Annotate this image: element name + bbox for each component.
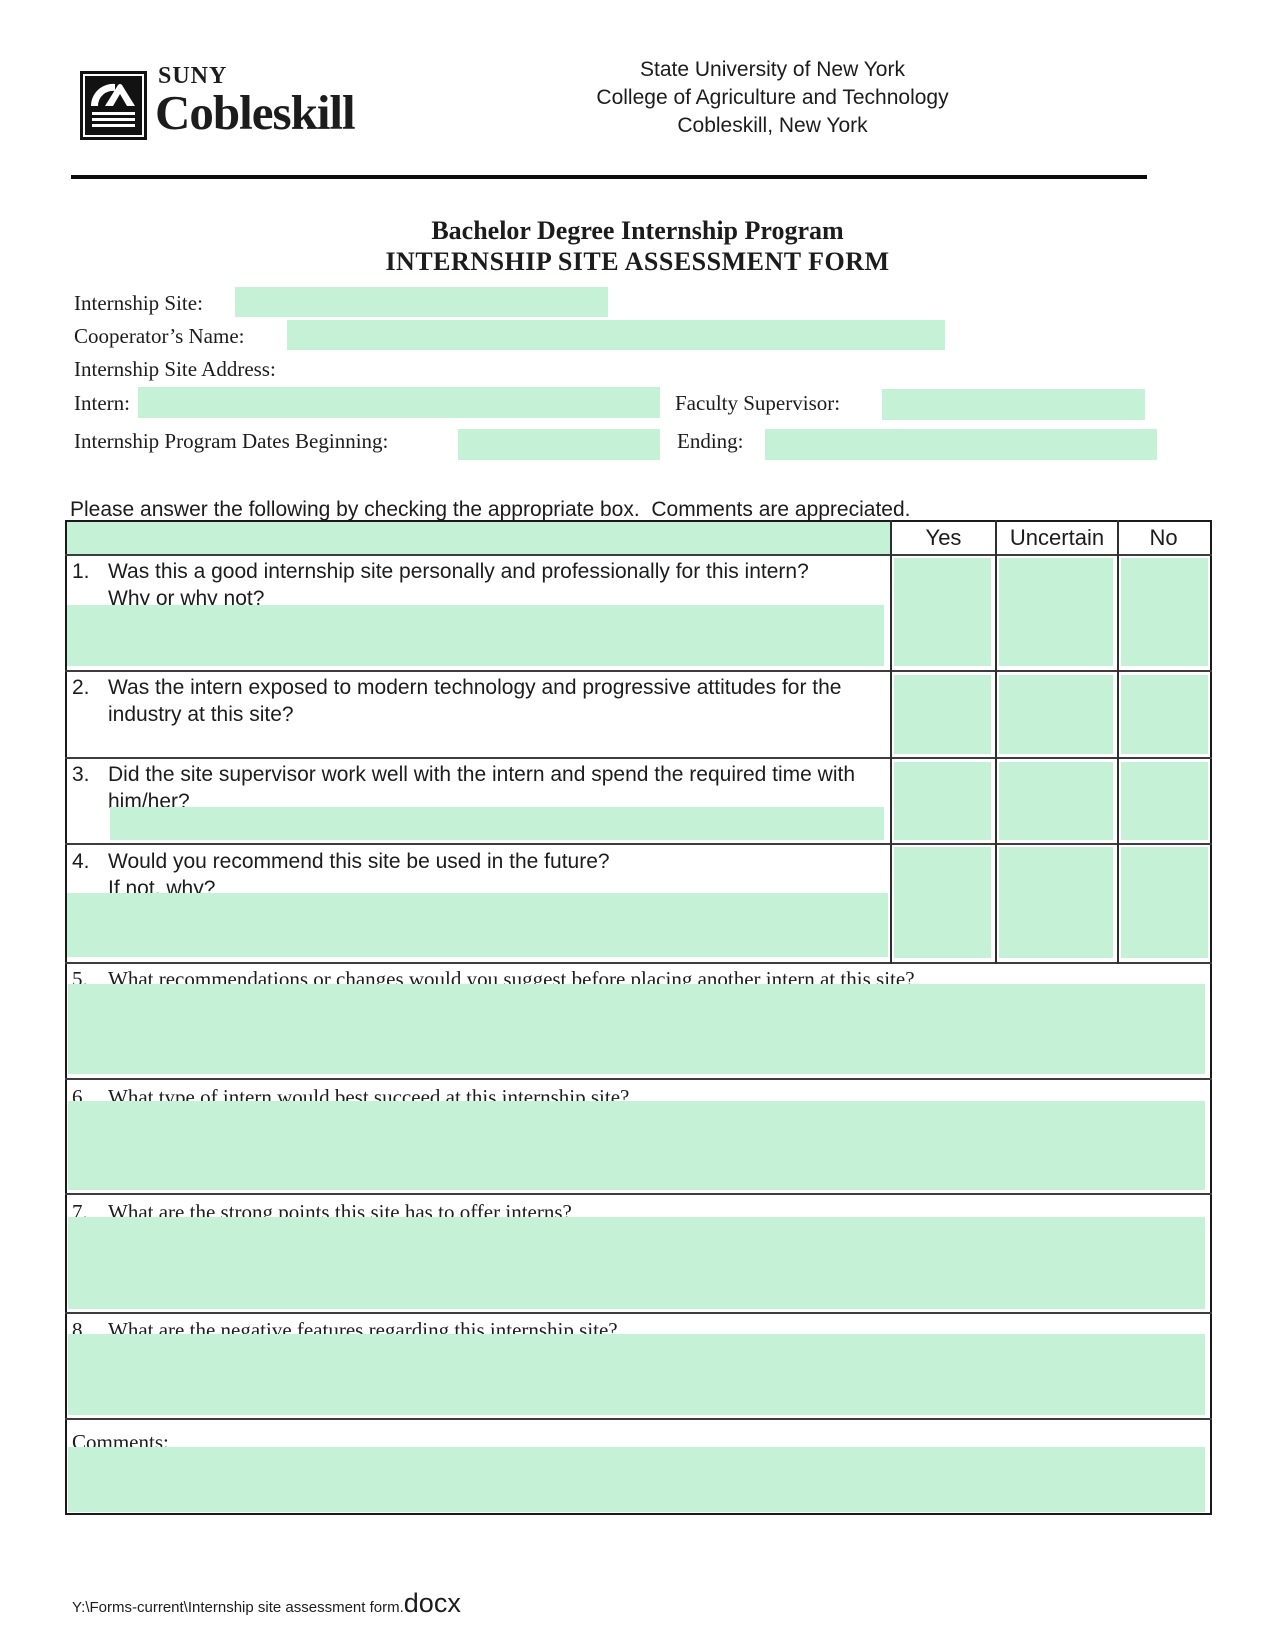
logo-frame [83,74,144,137]
q2-no-cell[interactable] [1121,675,1208,754]
header-divider [71,175,1147,179]
logo-cobleskill-text: Cobleskill [155,85,356,140]
question-1-text: Was this a good internship site personal… [108,560,809,583]
q4-yes-cell[interactable] [894,847,991,958]
table-row-border [65,1312,1212,1314]
table-row-border [65,670,1212,672]
q1-yes-cell[interactable] [894,558,991,666]
intern-field[interactable] [138,387,660,418]
question-1: 1. Was this a good internship site perso… [72,558,872,612]
q4-uncertain-cell[interactable] [999,847,1113,958]
table-column-border [1117,520,1119,964]
date-beginning-field[interactable] [458,429,660,460]
faculty-supervisor-field[interactable] [882,389,1145,420]
arch-icon [90,83,135,106]
column-header-no: No [1149,525,1178,550]
q4-no-cell[interactable] [1121,847,1208,958]
q8-comment-area[interactable] [68,1334,1205,1415]
column-header-uncertain: Uncertain [1009,525,1105,550]
question-1-text2: Why or why not? [108,587,265,610]
table-row-border [65,962,1212,964]
table-row-border [65,1078,1212,1080]
logo-stripe [92,118,135,121]
date-ending-field[interactable] [765,429,1157,460]
comments-area[interactable] [68,1447,1205,1512]
q1-no-cell[interactable] [1121,558,1208,666]
table-row-border [65,843,1212,845]
dates-beginning-label: Internship Program Dates Beginning: [74,429,389,453]
cooperators-name-label: Cooperator’s Name: [74,324,245,348]
q1-comment-area[interactable] [67,605,884,666]
table-row-border [65,1418,1212,1420]
q2-yes-cell[interactable] [894,675,991,754]
table-row-border [65,757,1212,759]
question-2: 2. Was the intern exposed to modern tech… [72,674,862,728]
footer-path-text: Y:\Forms-current\Internship site assessm… [72,1599,404,1616]
q7-comment-area[interactable] [68,1217,1205,1309]
table-row-border [65,554,1212,556]
q1-uncertain-cell[interactable] [999,558,1113,666]
internship-site-field[interactable] [235,287,608,317]
institution-line-3: Cobleskill, New York [677,114,868,137]
footer-extension-text: docx [403,1588,461,1618]
q3-yes-cell[interactable] [894,762,991,840]
internship-site-label: Internship Site: [74,291,203,315]
site-address-label: Internship Site Address: [74,357,276,381]
table-row-border [65,1193,1212,1195]
form-title-line-2: INTERNSHIP SITE ASSESSMENT FORM [385,247,890,276]
institution-line-1: State University of New York [640,58,905,81]
column-header-yes: Yes [925,525,962,550]
question-1-number: 1. [72,560,90,583]
q5-comment-area[interactable] [68,984,1205,1074]
logo-stripe [92,124,135,127]
institution-line-2: College of Agriculture and Technology [596,86,949,109]
faculty-supervisor-label: Faculty Supervisor: [675,391,841,415]
question-4-number: 4. [72,850,90,873]
table-column-border [995,520,997,964]
logo-suny-text: SUNY [158,63,228,89]
question-3-number: 3. [72,763,90,786]
q2-uncertain-cell[interactable] [999,675,1113,754]
q3-comment-area[interactable] [110,807,884,840]
q4-comment-area[interactable] [67,893,888,957]
table-column-border [890,520,892,964]
question-4: 4. Would you recommend this site be used… [72,848,872,902]
cooperators-name-field[interactable] [287,320,945,350]
institution-header: State University of New York College of … [555,56,990,140]
q3-uncertain-cell[interactable] [999,762,1113,840]
question-4-text: Would you recommend this site be used in… [108,850,610,873]
q6-comment-area[interactable] [68,1101,1205,1190]
header-blank-cell [67,522,890,554]
footer-file-path: Y:\Forms-current\Internship site assessm… [72,1588,461,1619]
form-title-line-1: Bachelor Degree Internship Program [431,216,844,245]
instruction-text: Please answer the following by checking … [70,498,911,521]
intern-label: Intern: [74,391,130,415]
logo-stripe [92,112,135,115]
suny-cobleskill-logo [80,71,147,140]
q3-no-cell[interactable] [1121,762,1208,840]
question-2-text: Was the intern exposed to modern technol… [108,676,842,726]
ending-label: Ending: [677,429,744,453]
question-2-number: 2. [72,676,90,699]
assessment-table [65,520,1212,1515]
